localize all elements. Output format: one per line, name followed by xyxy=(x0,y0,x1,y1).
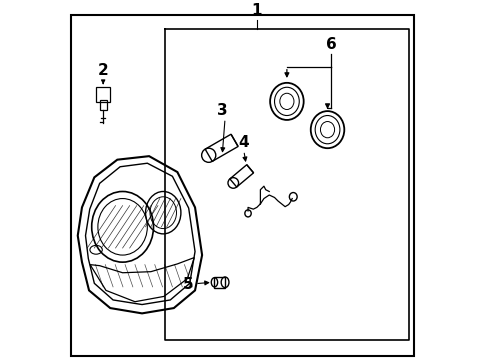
Text: 4: 4 xyxy=(238,135,248,150)
Text: 6: 6 xyxy=(325,37,336,52)
Text: 3: 3 xyxy=(217,103,227,118)
Text: 5: 5 xyxy=(183,277,193,292)
Text: 2: 2 xyxy=(98,63,108,78)
Text: 1: 1 xyxy=(251,3,262,18)
